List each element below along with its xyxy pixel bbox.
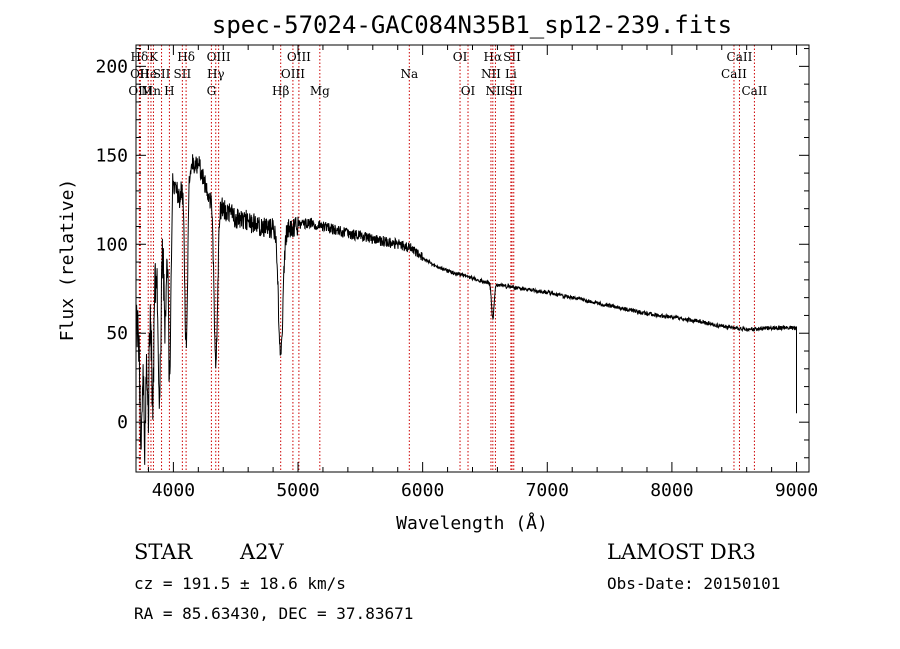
obs-date: Obs-Date: 20150101 [607, 574, 780, 593]
spectrum-series [135, 154, 797, 465]
y-tick-label: 0 [117, 412, 128, 433]
spectral-line-label: NII [481, 67, 501, 81]
y-axis: 0 50 100 150 200 [95, 48, 809, 459]
spectral-line-label: SII [503, 50, 521, 64]
coordinates: RA = 85.63430, DEC = 37.83671 [134, 604, 413, 623]
spectral-line-label: CaII [721, 67, 747, 81]
y-tick-label: 150 [95, 145, 128, 166]
spectral-line-label: Mn [141, 84, 161, 98]
spectral-line-label: He [139, 67, 157, 81]
redshift-cz: cz = 191.5 ± 18.6 km/s [134, 574, 346, 593]
y-axis-label: Flux (relative) [57, 179, 78, 342]
spectral-line-label: SII [505, 84, 523, 98]
x-tick-label: 8000 [650, 480, 693, 501]
y-tick-label: 100 [95, 234, 128, 255]
spectral-line-markers: HδOIIOIIIHeKMnSIIHHδSIIOIIIHγGHβOIIIOIII… [128, 45, 768, 472]
x-tick-label: 9000 [775, 480, 818, 501]
x-axis-label: Wavelength (Å) [396, 512, 548, 534]
spectral-line-label: G [207, 84, 217, 98]
spectral-line-label: Hγ [207, 67, 225, 81]
spectral-line-label: Hα [484, 50, 503, 64]
spectral-line-label: K [149, 50, 159, 64]
chart-title: spec-57024-GAC084N35B1_sp12-239.fits [212, 11, 732, 39]
x-tick-label: 4000 [152, 480, 195, 501]
spectral-line-label: OI [461, 84, 476, 98]
spectral-line-label: H [164, 84, 174, 98]
spectral-line-label: SII [153, 67, 171, 81]
spectral-line-label: OIII [128, 84, 152, 98]
spectral-line-label: Hδ [177, 50, 195, 64]
x-axis: 4000 5000 6000 7000 8000 9000 [147, 45, 818, 501]
object-type: STAR [134, 540, 193, 564]
y-tick-label: 50 [106, 323, 128, 344]
y-tick-label: 200 [95, 56, 128, 77]
spectral-line-label: OIII [281, 67, 305, 81]
spectral-line-label: OIII [207, 50, 231, 64]
spectral-line-label: CaII [741, 84, 767, 98]
spectral-line-label: OI [453, 50, 468, 64]
spectral-line-label: Mg [310, 84, 330, 98]
spectral-line-label: OIII [287, 50, 311, 64]
subclass: A2V [239, 540, 285, 564]
spectral-line-label: Na [400, 67, 418, 81]
spectral-line-label: Hβ [272, 84, 289, 98]
spectral-line-label: Li [505, 67, 517, 81]
spectral-line-label: CaII [727, 50, 753, 64]
spectrum-line [135, 154, 797, 465]
spectral-line-label: NII [485, 84, 505, 98]
survey-name: LAMOST DR3 [607, 540, 756, 564]
x-tick-label: 5000 [276, 480, 319, 501]
x-tick-label: 7000 [526, 480, 569, 501]
spectral-line-label: SII [174, 67, 192, 81]
x-tick-label: 6000 [401, 480, 444, 501]
